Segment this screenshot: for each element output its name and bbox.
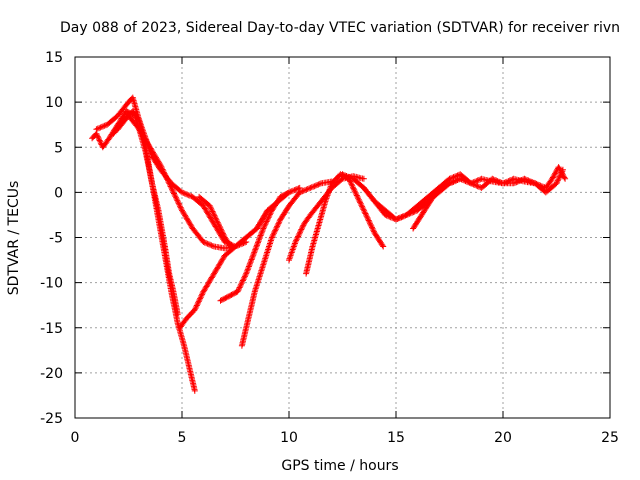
plus-markers: [196, 193, 235, 250]
y-tick-label: 10: [45, 95, 63, 111]
series-track-13: [410, 166, 566, 232]
chart-title: Day 088 of 2023, Sidereal Day-to-day VTE…: [60, 20, 620, 36]
x-tick-label: 0: [71, 430, 80, 446]
y-tick-label: -25: [40, 411, 63, 427]
x-tick-label: 10: [280, 430, 298, 446]
y-tick-label: -10: [40, 276, 63, 292]
y-axis-title: SDTVAR / TECUs: [6, 181, 22, 296]
data-series: [89, 94, 569, 394]
plus-markers: [238, 178, 335, 349]
tick-labels: 0 5 10 15 20 25 -25 -20 -15 -10 -5 0 5 10 15: [40, 50, 619, 446]
y-tick-label: -5: [49, 231, 63, 247]
x-tick-label: 20: [494, 430, 512, 446]
y-tick-label: 5: [54, 140, 63, 156]
grid-lines: [75, 57, 610, 418]
y-tick-label: 0: [54, 185, 63, 201]
y-tick-label: -15: [40, 321, 63, 337]
plus-markers: [217, 184, 303, 304]
x-tick-label: 15: [387, 430, 405, 446]
series-track-6: [196, 193, 235, 250]
series-track-8: [238, 178, 335, 349]
x-tick-label: 25: [601, 430, 619, 446]
plus-markers: [410, 166, 566, 232]
y-tick-label: 15: [45, 50, 63, 66]
x-tick-label: 5: [178, 430, 187, 446]
series-track-7: [217, 184, 303, 304]
y-tick-label: -20: [40, 366, 63, 382]
axis-ticks: [74, 56, 611, 419]
x-axis-title: GPS time / hours: [281, 458, 398, 474]
